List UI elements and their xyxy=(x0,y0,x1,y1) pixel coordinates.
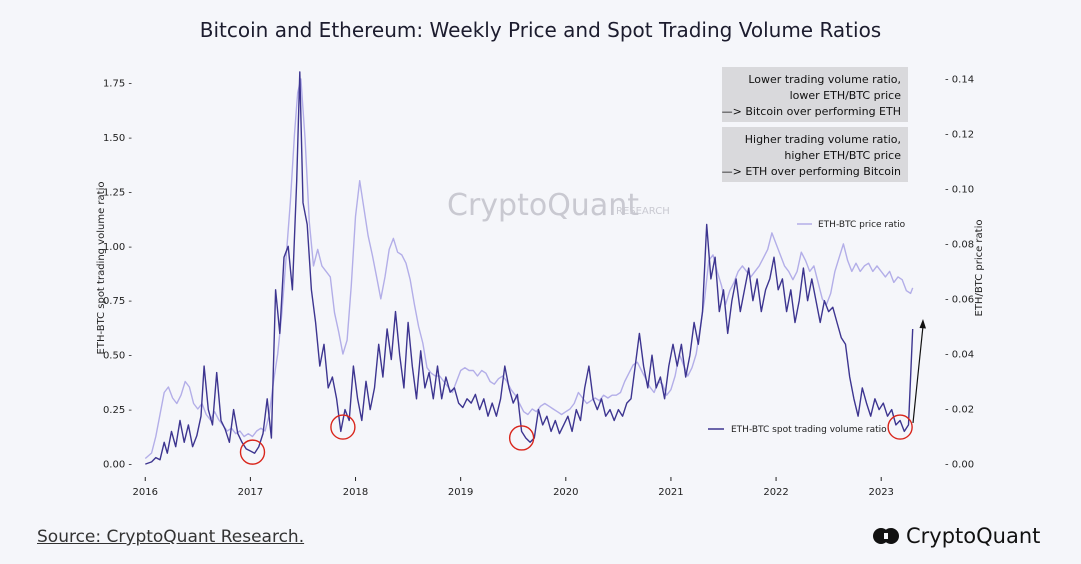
series-layer xyxy=(144,71,914,465)
annotation-line: —> ETH over performing Bitcoin xyxy=(722,165,901,178)
source-note: Source: CryptoQuant Research. xyxy=(37,527,305,547)
watermark-main: CryptoQuant xyxy=(447,188,639,223)
watermark-sub: RESEARCH xyxy=(616,206,670,217)
legend-price: ETH-BTC price ratio xyxy=(797,220,906,230)
right-axis-label: ETH/BTC price ratio xyxy=(974,220,985,317)
volume-ratio-line xyxy=(145,71,914,465)
annotation-line: higher ETH/BTC price xyxy=(784,149,901,162)
x-tick-label: 2016 xyxy=(133,487,158,498)
x-tick-label: 2017 xyxy=(238,487,263,498)
x-tick-label: 2019 xyxy=(448,487,473,498)
annotation-line: Higher trading volume ratio, xyxy=(745,133,901,146)
right-tick-label: - 0.00 xyxy=(945,459,974,470)
price-ratio-line xyxy=(144,78,914,460)
right-tick-label: - 0.02 xyxy=(945,404,974,415)
left-tick-label: 0.50 - xyxy=(103,351,132,362)
annotation-line: —> Bitcoin over performing ETH xyxy=(722,105,901,118)
trend-arrow xyxy=(912,319,926,424)
x-tick-label: 2023 xyxy=(868,487,893,498)
right-tick-label: - 0.04 xyxy=(945,349,974,360)
chart-title: Bitcoin and Ethereum: Weekly Price and S… xyxy=(199,18,882,42)
highlight-layer xyxy=(239,414,913,465)
brand-logo: CryptoQuant xyxy=(872,524,1040,548)
left-tick-label: 0.25 - xyxy=(103,405,132,416)
x-tick-label: 2021 xyxy=(658,487,683,498)
left-axis: 0.00 - 0.25 - 0.50 - 0.75 - 1.00 - 1.25 - 1.50… xyxy=(103,78,132,470)
x-axis: 2016 2017 2018 2019 2020 2021 2022 2023 xyxy=(133,477,894,498)
x-tick-label: 2018 xyxy=(343,487,368,498)
cryptoquant-logo-icon xyxy=(873,528,899,544)
right-tick-label: - 0.12 xyxy=(945,129,974,140)
left-tick-label: 1.25 - xyxy=(103,187,132,198)
watermark: CryptoQuant RESEARCH xyxy=(447,188,670,223)
left-tick-label: 0.00 - xyxy=(103,460,132,471)
annotation-line: Lower trading volume ratio, xyxy=(748,73,901,86)
highlight-circle xyxy=(887,414,913,440)
annotation-box xyxy=(722,67,908,122)
right-axis: - 0.00 - 0.02 - 0.04 - 0.06 - 0.08 - 0.10 - 0.… xyxy=(945,74,974,470)
right-tick-label: - 0.10 xyxy=(945,184,974,195)
highlight-circle xyxy=(239,439,266,465)
highlight-circle xyxy=(330,414,356,440)
right-tick-label: - 0.06 xyxy=(945,294,974,305)
legend-price-label: ETH-BTC price ratio xyxy=(818,220,906,230)
left-tick-label: 1.50 - xyxy=(103,133,132,144)
annotation-box xyxy=(722,127,908,182)
highlight-circle xyxy=(508,425,535,451)
left-tick-label: 1.00 - xyxy=(103,242,132,253)
annotation-layer: Lower trading volume ratio, lower ETH/BTC… xyxy=(722,67,908,182)
left-axis-label: ETH-BTC spot trading volume ratio xyxy=(96,182,107,355)
legend-volume-label: ETH-BTC spot trading volume ratio xyxy=(731,425,887,435)
right-tick-label: - 0.08 xyxy=(945,239,974,250)
right-tick-label: - 0.14 xyxy=(945,74,974,85)
left-tick-label: 0.75 - xyxy=(103,296,132,307)
x-tick-label: 2022 xyxy=(763,487,788,498)
brand-logo-text: CryptoQuant xyxy=(906,524,1041,548)
legend-volume: ETH-BTC spot trading volume ratio xyxy=(708,425,887,435)
x-tick-label: 2020 xyxy=(553,487,578,498)
annotation-line: lower ETH/BTC price xyxy=(790,89,902,102)
left-tick-label: 1.75 - xyxy=(103,78,132,89)
